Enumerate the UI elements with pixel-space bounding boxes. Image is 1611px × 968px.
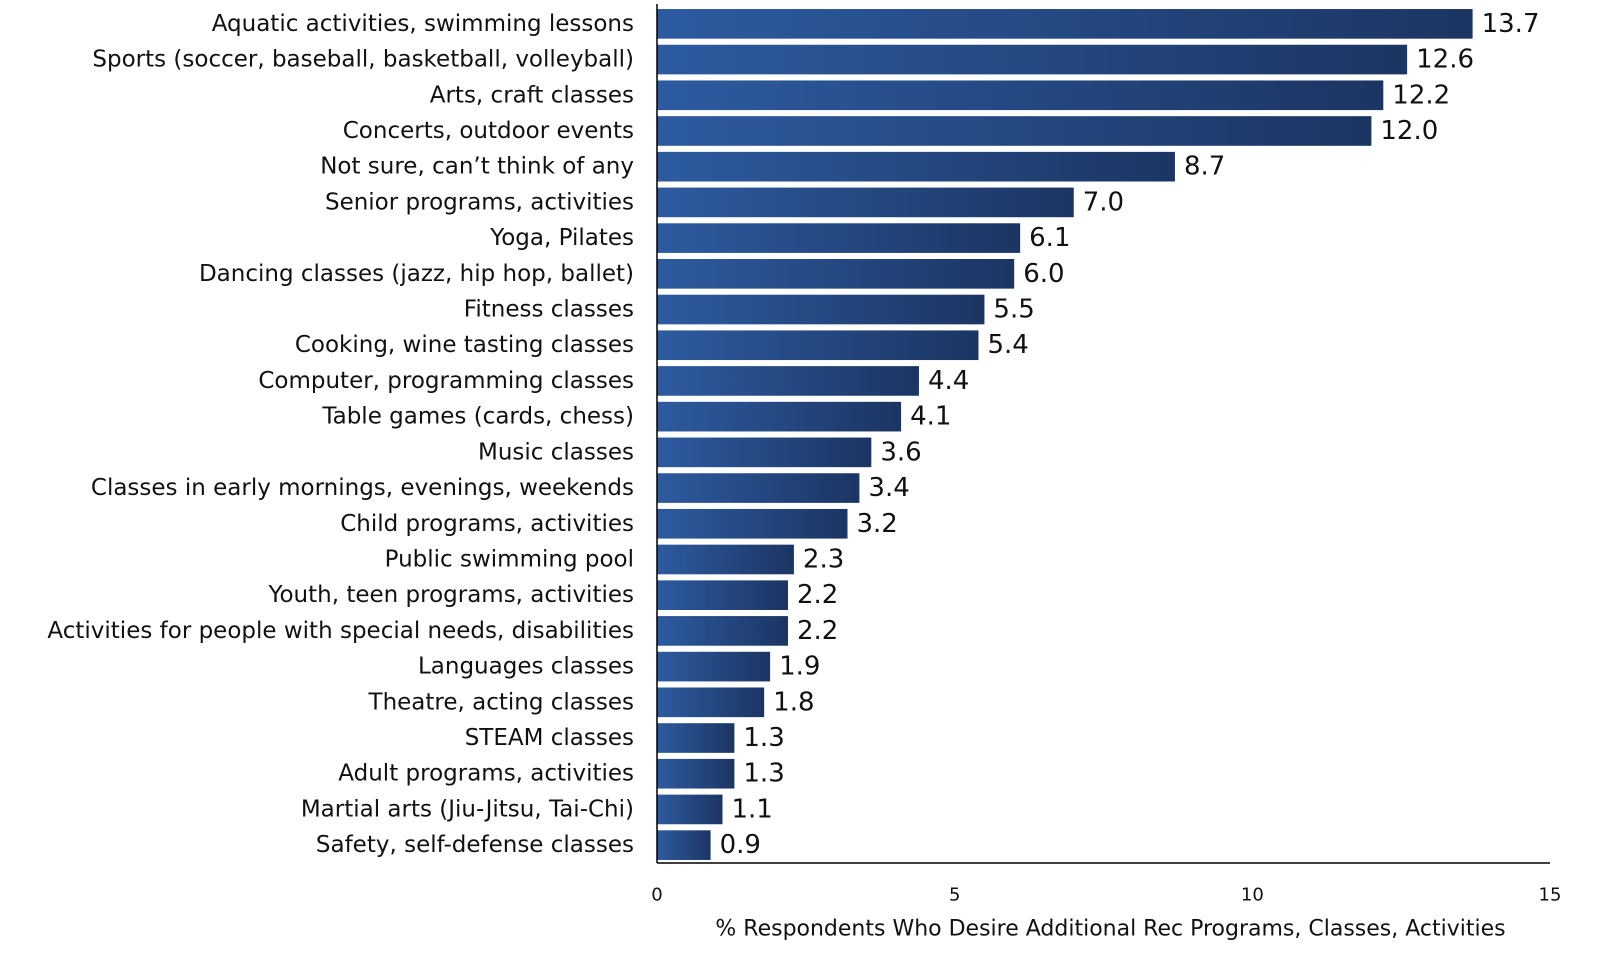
data-label: 6.0 [1023, 259, 1064, 289]
bar [657, 151, 1175, 182]
data-label: 2.3 [803, 544, 844, 574]
bar [657, 401, 902, 432]
category-label: Public swimming pool [385, 546, 634, 572]
data-label: 5.5 [993, 295, 1034, 325]
data-label: 3.4 [868, 473, 909, 503]
bars-layer [657, 9, 1473, 860]
bar [657, 580, 788, 611]
bar [657, 508, 848, 539]
bar [657, 544, 794, 575]
category-label: Theatre, acting classes [368, 689, 634, 715]
data-label: 12.0 [1380, 116, 1438, 146]
bar [657, 758, 735, 789]
bar [657, 44, 1408, 75]
bar [657, 223, 1021, 253]
bar [657, 830, 711, 860]
data-label: 13.7 [1482, 9, 1540, 39]
data-label: 12.2 [1392, 80, 1450, 110]
bar [657, 437, 872, 468]
data-label: 1.8 [773, 687, 814, 717]
data-label: 5.4 [987, 330, 1028, 360]
data-label: 12.6 [1416, 45, 1474, 75]
data-label: 4.4 [928, 366, 969, 396]
data-label: 0.9 [720, 830, 761, 860]
category-label: Activities for people with special needs… [47, 618, 634, 644]
data-label: 2.2 [797, 580, 838, 610]
category-label: Sports (soccer, baseball, basketball, vo… [92, 47, 634, 73]
value-labels: 13.7 12.6 12.2 12.0 8.7 7.0 6.1 6.0 5.5 5.4 4.4 4.1… [720, 9, 1540, 860]
category-label: Fitness classes [464, 297, 634, 323]
x-tick-label: 15 [1539, 885, 1562, 906]
category-label: Child programs, activities [340, 511, 634, 537]
category-label: Safety, self-defense classes [316, 832, 634, 858]
category-label: Senior programs, activities [325, 189, 634, 215]
category-label: Adult programs, activities [338, 761, 634, 787]
x-tick-label: 5 [949, 885, 960, 906]
data-label: 1.1 [731, 794, 772, 824]
x-axis-ticks: 0 5 10 15 [651, 885, 1561, 906]
bar [657, 651, 771, 682]
category-label: Music classes [478, 439, 634, 465]
bar [657, 9, 1473, 39]
category-label: Not sure, can’t think of any [320, 154, 634, 180]
category-label: STEAM classes [465, 725, 634, 751]
category-label: Table games (cards, chess) [321, 404, 634, 430]
bar [657, 294, 985, 325]
x-axis-title: % Respondents Who Desire Additional Rec … [715, 917, 1505, 942]
category-labels: Aquatic activities, swimming lessons Spor… [47, 11, 634, 858]
data-label: 3.2 [857, 509, 898, 539]
data-label: 7.0 [1083, 187, 1124, 217]
bar [657, 723, 735, 753]
category-label: Dancing classes (jazz, hip hop, ballet) [199, 261, 634, 287]
bar [657, 473, 860, 503]
bar [657, 330, 979, 361]
data-label: 3.6 [880, 437, 921, 467]
bar [657, 258, 1015, 289]
category-label: Youth, teen programs, activities [267, 582, 634, 608]
data-label: 2.2 [797, 616, 838, 646]
bar [657, 366, 919, 396]
data-label: 1.3 [743, 723, 784, 753]
category-label: Computer, programming classes [258, 368, 634, 394]
data-label: 1.3 [743, 759, 784, 789]
category-label: Classes in early mornings, evenings, wee… [91, 475, 634, 501]
category-label: Arts, craft classes [430, 82, 634, 108]
bar [657, 187, 1074, 218]
bar [657, 794, 723, 825]
category-label: Cooking, wine tasting classes [295, 332, 634, 358]
data-label: 6.1 [1029, 223, 1070, 253]
data-label: 1.9 [779, 652, 820, 682]
category-label: Concerts, outdoor events [343, 118, 634, 144]
bar [657, 687, 765, 718]
category-label: Martial arts (Jiu-Jitsu, Tai-Chi) [301, 796, 634, 822]
x-tick-label: 10 [1241, 885, 1264, 906]
data-label: 8.7 [1184, 152, 1225, 182]
category-label: Aquatic activities, swimming lessons [212, 11, 634, 37]
category-label: Languages classes [418, 654, 634, 680]
category-label: Yoga, Pilates [489, 225, 634, 251]
bar [657, 116, 1372, 146]
data-label: 4.1 [910, 402, 951, 432]
x-tick-label: 0 [651, 885, 662, 906]
bar [657, 616, 788, 646]
bar [657, 80, 1384, 111]
